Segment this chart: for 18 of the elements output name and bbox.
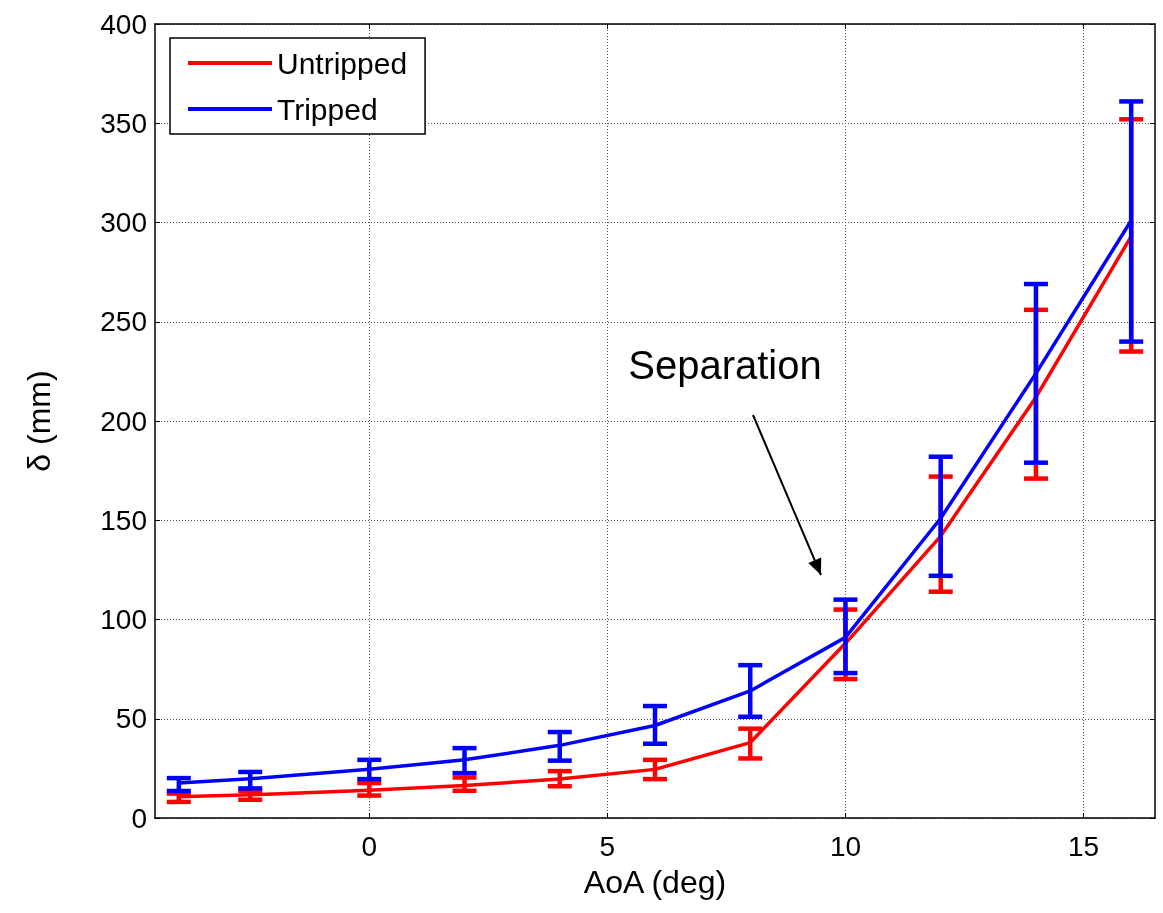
y-tick-label: 250 xyxy=(100,306,147,338)
x-tick-label: 10 xyxy=(829,830,862,862)
x-tick-label: 5 xyxy=(599,830,616,862)
x-tick-label: 0 xyxy=(361,830,378,862)
x-tick-label: 15 xyxy=(1067,830,1100,862)
legend-label: Untripped xyxy=(277,46,408,80)
y-tick-label: 50 xyxy=(115,703,147,735)
y-tick-label: 300 xyxy=(100,207,147,238)
y-tick-label: 350 xyxy=(100,107,147,139)
y-tick-label: 100 xyxy=(100,604,147,635)
y-tick-label: 200 xyxy=(100,405,147,437)
annotation: Separation xyxy=(628,342,822,388)
x-axis-title: AoA (deg) xyxy=(583,864,727,900)
y-tick-label: 400 xyxy=(100,8,147,40)
y-tick-label: 0 xyxy=(131,802,147,834)
y-axis-title: δ (mm) xyxy=(21,370,57,472)
legend-label: Tripped xyxy=(277,92,378,126)
y-tick-label: 150 xyxy=(100,504,147,536)
